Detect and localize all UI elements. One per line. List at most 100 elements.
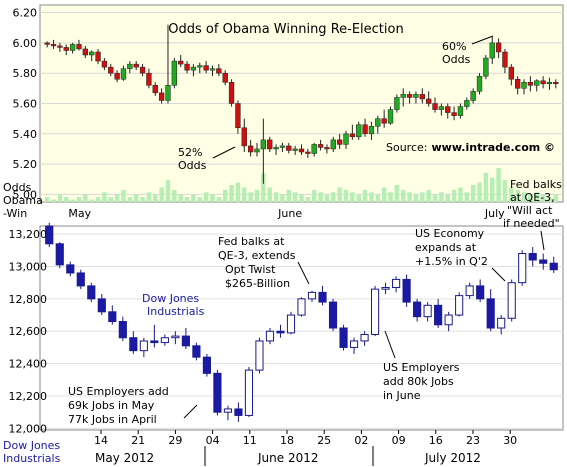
annotation-60-pointer — [471, 35, 494, 45]
odds-volume-bar — [95, 197, 101, 202]
odds-candle-body — [508, 66, 514, 80]
odds-candle-body — [178, 60, 184, 65]
dow-candle-body — [497, 317, 506, 329]
odds-candle-body — [101, 60, 108, 68]
odds-volume-bar — [70, 199, 75, 202]
dow-candles — [45, 222, 558, 422]
odds-candle-body — [483, 57, 489, 77]
odds-volume-bar — [337, 187, 342, 202]
odds-candle-body — [292, 148, 298, 151]
odds-volume-bar — [553, 194, 559, 202]
dow-candle-body — [66, 264, 75, 274]
note-fed-july-3: "Will act — [507, 204, 553, 217]
dow-candle-body — [118, 321, 127, 339]
source-label: Source: www.intrade.com © — [386, 141, 555, 154]
odds-candle-body — [171, 60, 178, 86]
odds-candle-body — [343, 133, 349, 145]
odds-volume-bar — [343, 189, 349, 202]
dow-candle-body — [97, 298, 106, 313]
dow-candle-body — [108, 311, 117, 323]
odds-candle-body — [476, 75, 483, 92]
odds-volume-bar — [324, 194, 330, 202]
odds-volume-bar — [534, 192, 539, 202]
odds-y-label-line-1: Odds — [3, 181, 32, 194]
dow-y-tick-label: 12,600 — [9, 325, 48, 338]
dow-candle-body — [234, 408, 243, 416]
odds-candle-body — [413, 94, 419, 98]
odds-candle-body — [330, 139, 336, 150]
odds-volume-bar — [318, 192, 323, 202]
odds-volume-bar — [191, 194, 196, 202]
odds-volume-bar — [464, 192, 470, 202]
dow-candle-body — [539, 259, 548, 264]
odds-volume-bar — [362, 189, 368, 202]
annotation-52-pointer — [212, 146, 236, 159]
dow-grid — [40, 233, 563, 429]
odds-candle-body — [63, 47, 69, 51]
odds-volume-bar — [305, 197, 311, 202]
odds-candle-body — [44, 42, 50, 45]
note-fed-june-4: $265-Billion — [225, 277, 290, 290]
odds-volume-bar — [547, 197, 552, 202]
dow-candle-body — [223, 408, 233, 413]
dow-candle-body — [171, 335, 180, 339]
annotation-60-odds: Odds — [442, 53, 471, 66]
dow-candle-body — [434, 304, 443, 326]
note-fed-july-4: if needed" — [503, 217, 560, 230]
dow-candle-body — [129, 337, 138, 352]
corner-label-line-1: Dow Jones — [3, 439, 60, 452]
dow-candle-body — [370, 288, 380, 335]
odds-volume-bar — [153, 194, 158, 202]
odds-candle-body — [553, 82, 559, 85]
note-fed-june-2: QE-3, extends — [218, 249, 296, 262]
odds-volume-bar — [140, 197, 145, 202]
dow-x-tick-label: 11 — [243, 434, 257, 447]
dow-candle-body — [549, 262, 558, 271]
dow-y-tick-label: 12,200 — [9, 390, 48, 403]
odds-volume-bar — [477, 182, 482, 202]
dow-x-tick-label: 23 — [466, 434, 480, 447]
odds-candle-body — [362, 124, 368, 135]
dow-series-label-line-1: Dow Jones — [142, 292, 199, 305]
odds-volume-bar — [114, 194, 120, 202]
odds-candle-body — [146, 72, 152, 86]
odds-candle-body — [502, 51, 508, 68]
odds-volume-bar — [235, 182, 241, 202]
note-fed-july-pointer — [540, 230, 545, 251]
odds-candle-body — [152, 85, 158, 94]
dow-candle-body — [413, 301, 422, 318]
odds-candle-body — [387, 109, 394, 124]
dow-x-tick-label: 25 — [317, 434, 331, 447]
odds-volume-bar — [381, 187, 387, 202]
dow-x-tick-label: 18 — [280, 434, 294, 447]
dow-candle-body — [297, 298, 306, 316]
odds-y-label-line-2: Obama — [3, 194, 43, 207]
odds-candle-body — [400, 94, 406, 98]
odds-y-tick-label: 5.80 — [13, 67, 38, 80]
note-fed-june-3: Opt Twist — [225, 263, 276, 276]
dow-candle-body — [265, 330, 275, 342]
odds-volume-bar — [159, 187, 164, 202]
odds-volume-bar — [64, 197, 69, 202]
odds-month-label: May — [68, 207, 91, 220]
annotation-52-percent: 52% — [178, 146, 202, 159]
odds-candle-body — [235, 103, 241, 128]
dow-series-label-line-2: Industrials — [147, 305, 205, 318]
odds-candle-body — [260, 139, 267, 150]
odds-volume-bar — [178, 194, 183, 202]
dow-candle-body — [392, 278, 401, 289]
odds-candle-body — [69, 44, 76, 51]
odds-volume-bar — [496, 168, 501, 202]
odds-volume-bar — [521, 192, 527, 202]
dow-candle-body — [45, 225, 54, 245]
dow-y-tick-label: 12,400 — [9, 358, 48, 371]
odds-y-tick-label: 6.00 — [13, 37, 38, 50]
odds-candle-body — [267, 139, 273, 150]
dow-candle-body — [402, 278, 411, 303]
note-fed-june-1: Fed balks at — [218, 235, 285, 248]
dow-candle-body — [318, 291, 327, 303]
odds-candle-body — [57, 45, 63, 48]
odds-volume-bar — [515, 189, 520, 202]
odds-volume-bar — [299, 194, 304, 202]
odds-candle-body — [464, 100, 470, 107]
